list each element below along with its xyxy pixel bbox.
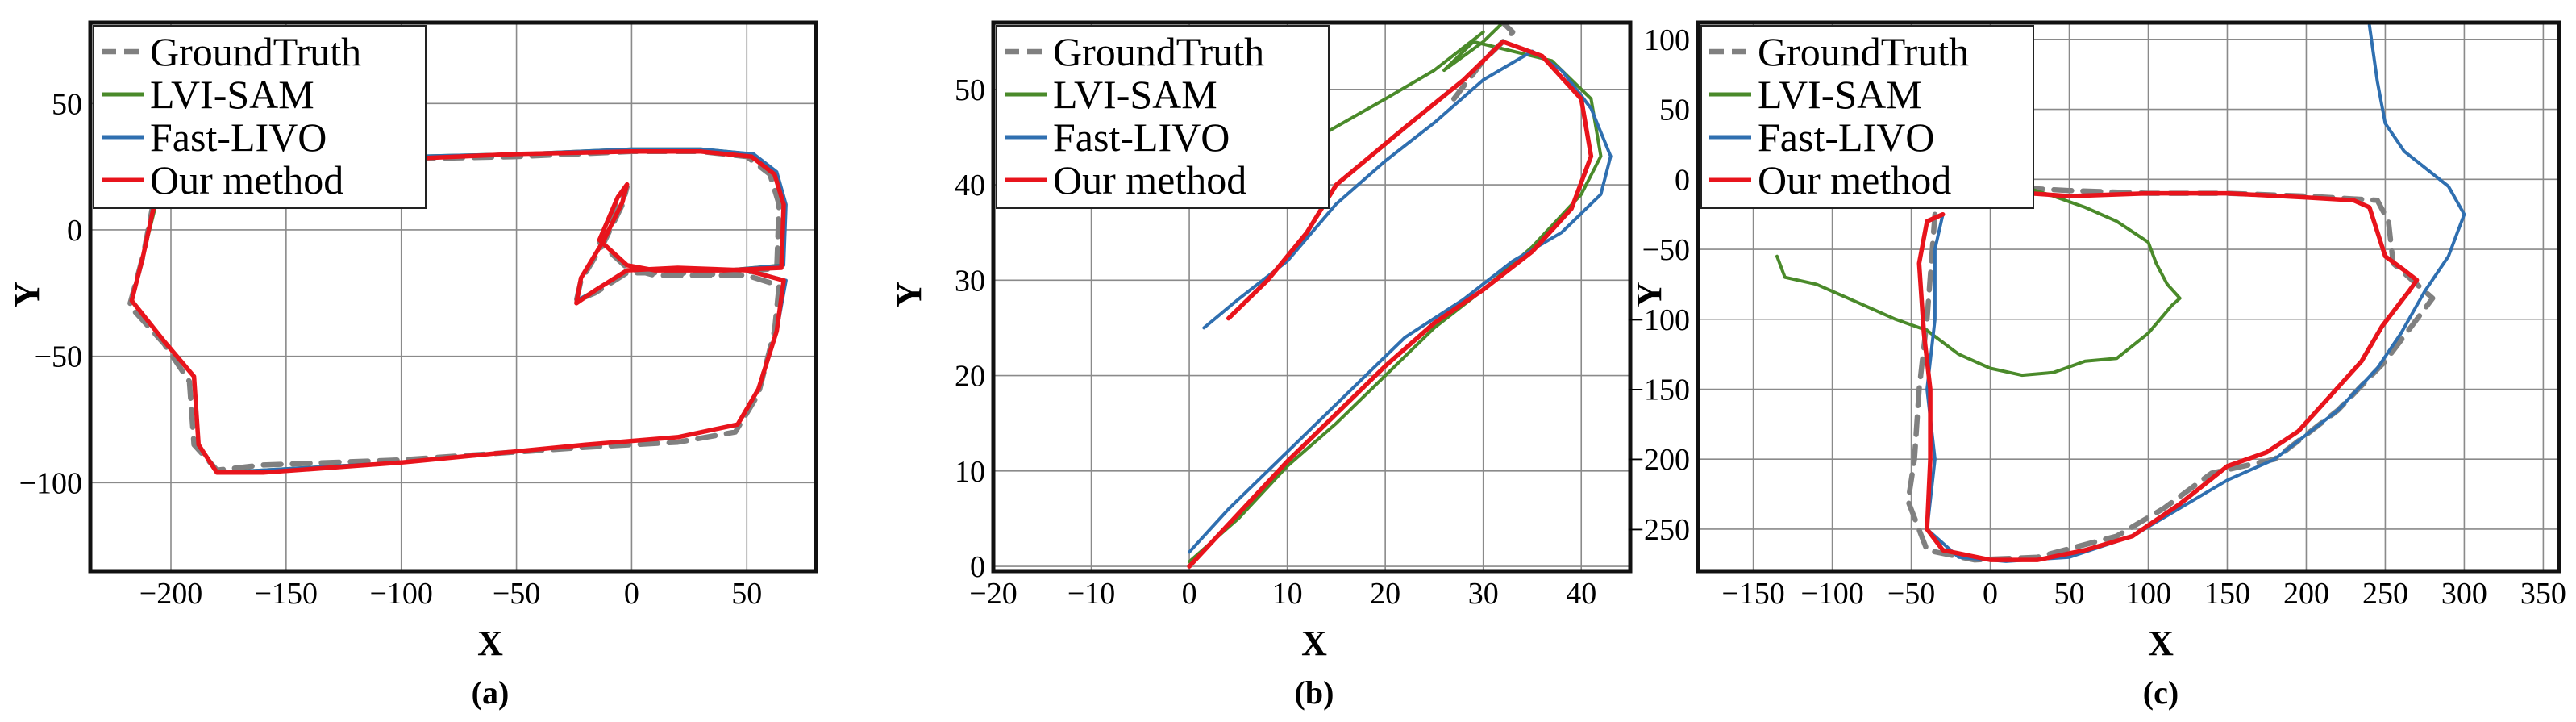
series-line-our-method bbox=[1187, 39, 1594, 569]
y-tick-label: −100 bbox=[19, 466, 82, 500]
series-line-groundtruth bbox=[1905, 183, 2436, 563]
x-tick-label: −150 bbox=[255, 577, 318, 611]
y-tick-label: 50 bbox=[955, 73, 985, 107]
chart-c-sublabel: (c) bbox=[2143, 674, 2179, 711]
x-tick-label: −200 bbox=[139, 577, 202, 611]
y-tick-label: 40 bbox=[955, 169, 985, 202]
legend-our-method: Our method bbox=[1758, 157, 1951, 202]
legend-fast-livo: Fast-LIVO bbox=[150, 115, 327, 160]
x-tick-label: 300 bbox=[2441, 577, 2487, 611]
legend-box bbox=[1700, 25, 2034, 209]
x-tick-label: −10 bbox=[1067, 577, 1115, 611]
series-line-lvi-sam bbox=[1325, 30, 1485, 134]
legend-our-method: Our method bbox=[1053, 157, 1246, 202]
chart-b-frame bbox=[991, 20, 1633, 574]
y-tick-label: 0 bbox=[970, 550, 985, 584]
y-tick-label: 50 bbox=[52, 87, 82, 121]
x-tick-label: −100 bbox=[1800, 577, 1863, 611]
x-tick-label: 10 bbox=[1272, 577, 1303, 611]
y-tick-label: −150 bbox=[1627, 373, 1690, 407]
y-tick-label: 30 bbox=[955, 264, 985, 298]
legend-lvi-sam: LVI-SAM bbox=[150, 72, 314, 117]
chart-b-ylabel: Y bbox=[889, 282, 929, 307]
x-tick-label: 40 bbox=[1566, 577, 1596, 611]
legend-box bbox=[93, 25, 427, 209]
chart-c-ylabel: Y bbox=[1629, 282, 1669, 307]
x-tick-label: 350 bbox=[2520, 577, 2566, 611]
x-tick-label: 0 bbox=[1182, 577, 1197, 611]
x-tick-label: −100 bbox=[369, 577, 432, 611]
x-tick-label: 100 bbox=[2125, 577, 2171, 611]
x-tick-label: 50 bbox=[2054, 577, 2085, 611]
chart-a-sublabel: (a) bbox=[472, 674, 510, 711]
chart-a: (a) X Y −200 −150 −100 −50 0 50 −100 −50 0 50 Grou… bbox=[7, 20, 818, 711]
x-tick-label: 30 bbox=[1468, 577, 1499, 611]
series-line-our-method bbox=[129, 149, 786, 475]
legend-fast-livo: Fast-LIVO bbox=[1053, 115, 1230, 160]
chart-b: (b) X Y −20 −10 0 10 20 30 40 0 10 20 30 40 50 Ground… bbox=[889, 20, 1633, 711]
y-tick-label: −50 bbox=[35, 340, 82, 374]
x-tick-label: 200 bbox=[2283, 577, 2329, 611]
chart-a-ylabel: Y bbox=[7, 282, 47, 307]
series-line-our-method bbox=[1916, 184, 2420, 562]
y-tick-label: 0 bbox=[67, 214, 82, 248]
legend-our-method: Our method bbox=[150, 157, 343, 202]
legend-lvi-sam: LVI-SAM bbox=[1758, 72, 1922, 117]
chart-c: (c) X Y −150 −100 −50 0 50 100 150 200 250 300 350… bbox=[1627, 20, 2566, 711]
y-tick-label: −200 bbox=[1627, 443, 1690, 477]
legend-box bbox=[996, 25, 1330, 209]
y-tick-label: −50 bbox=[1642, 233, 1690, 267]
y-tick-label: 10 bbox=[955, 455, 985, 489]
chart-b-plot-area bbox=[1187, 23, 1613, 569]
legend-lvi-sam: LVI-SAM bbox=[1053, 72, 1217, 117]
x-tick-label: 0 bbox=[624, 577, 639, 611]
x-tick-label: 50 bbox=[731, 577, 762, 611]
x-tick-label: 0 bbox=[1983, 577, 1998, 611]
x-tick-label: −50 bbox=[1887, 577, 1935, 611]
chart-a-frame bbox=[88, 20, 818, 574]
legend-groundtruth: GroundTruth bbox=[1758, 29, 1969, 74]
chart-a-xlabel: X bbox=[477, 624, 503, 663]
x-tick-label: 250 bbox=[2362, 577, 2408, 611]
chart-c-plot-area bbox=[1775, 23, 2466, 563]
chart-b-sublabel: (b) bbox=[1295, 674, 1334, 711]
y-tick-label: −100 bbox=[1627, 303, 1690, 337]
chart-b-xlabel: X bbox=[1301, 624, 1327, 663]
series-line-fast-livo bbox=[1188, 49, 1613, 554]
series-line-fast-livo bbox=[1925, 23, 2466, 563]
y-tick-label: 50 bbox=[1659, 94, 1690, 127]
chart-c-frame bbox=[1696, 20, 2561, 574]
x-tick-label: 20 bbox=[1370, 577, 1400, 611]
y-tick-label: 20 bbox=[955, 360, 985, 394]
x-tick-label: 150 bbox=[2204, 577, 2250, 611]
chart-a-plot-area bbox=[127, 147, 788, 475]
legend-groundtruth: GroundTruth bbox=[1053, 29, 1264, 74]
x-tick-label: −20 bbox=[969, 577, 1017, 611]
x-tick-label: −150 bbox=[1721, 577, 1784, 611]
chart-c-xlabel: X bbox=[2148, 624, 2174, 663]
x-tick-label: −50 bbox=[493, 577, 540, 611]
legend-groundtruth: GroundTruth bbox=[150, 29, 361, 74]
y-tick-label: 0 bbox=[1675, 163, 1690, 197]
y-tick-label: 100 bbox=[1644, 23, 1690, 57]
series-line-lvi-sam bbox=[1775, 185, 2182, 378]
legend-fast-livo: Fast-LIVO bbox=[1758, 115, 1934, 160]
series-line-lvi-sam bbox=[1188, 23, 1603, 564]
y-tick-label: −250 bbox=[1627, 513, 1690, 547]
